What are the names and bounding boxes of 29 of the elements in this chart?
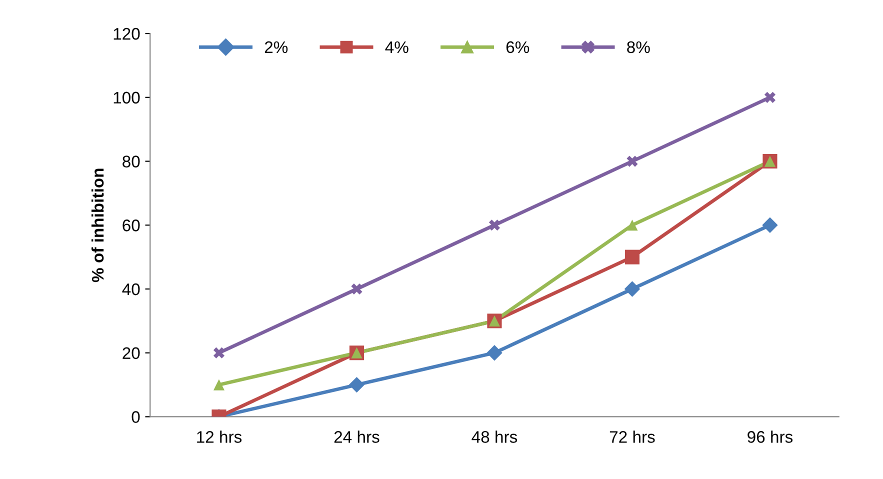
point: [351, 283, 362, 295]
legend-label: 2%: [264, 41, 288, 54]
y-tick-label: 0: [132, 411, 140, 423]
y-tick-label: 60: [122, 220, 140, 232]
x-tick-label: 48 hrs: [472, 430, 518, 443]
point: [624, 250, 640, 264]
x-tick-label: 72 hrs: [610, 430, 655, 443]
y-tick-label: 100: [114, 92, 140, 104]
point: [486, 345, 502, 361]
point: [213, 379, 225, 390]
legend-label: 6%: [506, 41, 530, 54]
x-tick-label: 96 hrs: [748, 430, 793, 443]
y-tick-label: 40: [122, 283, 140, 296]
point: [488, 220, 500, 231]
x-tick-label: 24 hrs: [334, 430, 380, 443]
point: [626, 156, 638, 167]
y-axis-title: % of inhibition: [91, 168, 104, 282]
y-tick-label: 80: [122, 156, 140, 168]
point: [764, 92, 776, 103]
point: [624, 281, 640, 297]
legend-label: 8%: [627, 41, 650, 54]
y-tick-label: 120: [114, 28, 140, 40]
point: [213, 347, 225, 358]
point: [348, 376, 365, 393]
point: [626, 220, 638, 231]
point: [762, 217, 778, 233]
x-tick-label: 12 hrs: [197, 430, 242, 443]
legend-label: 4%: [385, 41, 408, 54]
y-tick-label: 20: [122, 347, 140, 360]
